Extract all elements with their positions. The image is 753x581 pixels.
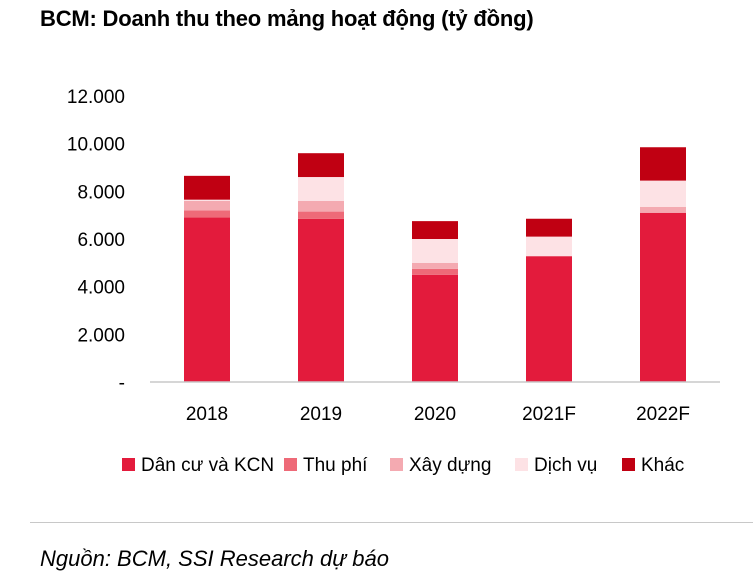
y-tick-label: - (119, 373, 125, 394)
bar-segment (298, 200, 344, 212)
x-tick-label: 2021F (522, 404, 576, 425)
x-tick-label: 2018 (186, 404, 228, 425)
legend-swatch (284, 458, 297, 471)
legend-label: Xây dựng (409, 455, 491, 476)
bar-segment (184, 199, 230, 201)
y-tick-label: 2.000 (77, 325, 125, 346)
bar-segment (298, 153, 344, 178)
bar-segment (412, 268, 458, 275)
bar-segment (412, 262, 458, 269)
bar-segment (640, 206, 686, 213)
y-axis: - 2.000 4.000 6.000 8.000 10.000 12.000 (67, 87, 125, 394)
bar-segment (298, 211, 344, 219)
legend-label: Dân cư và KCN (141, 455, 274, 476)
bar-segment (298, 177, 344, 201)
bar-segment (412, 239, 458, 263)
bar-segment (412, 274, 458, 382)
legend-swatch (390, 458, 403, 471)
bar-segment (526, 236, 572, 257)
y-tick-label: 12.000 (67, 87, 125, 108)
bar-segment (526, 256, 572, 382)
bars (184, 147, 686, 382)
source-note: Nguồn: BCM, SSI Research dự báo (40, 546, 390, 571)
chart-title: BCM: Doanh thu theo mảng hoạt động (tỷ đ… (40, 6, 534, 31)
legend: Dân cư và KCN Thu phí Xây dựng Dịch vụ Khác (122, 455, 684, 476)
bar-segment (184, 200, 230, 211)
x-tick-label: 2022F (636, 404, 690, 425)
legend-label: Khác (641, 455, 684, 476)
bar-segment (184, 217, 230, 382)
y-tick-label: 4.000 (77, 278, 125, 299)
x-tick-label: 2020 (414, 404, 456, 425)
legend-swatch (122, 458, 135, 471)
divider (30, 522, 753, 523)
legend-label: Thu phí (303, 455, 368, 476)
legend-swatch (515, 458, 528, 471)
y-tick-label: 10.000 (67, 135, 125, 156)
bar-segment (640, 147, 686, 181)
bar-segment (640, 180, 686, 207)
bar-segment (412, 221, 458, 239)
y-tick-label: 6.000 (77, 230, 125, 251)
bar-segment (184, 210, 230, 218)
bar-segment (526, 218, 572, 237)
legend-label: Dịch vụ (534, 455, 597, 476)
legend-swatch (622, 458, 635, 471)
y-tick-label: 8.000 (77, 182, 125, 203)
bar-segment (184, 175, 230, 200)
bar-segment (298, 218, 344, 382)
bar-segment (640, 212, 686, 382)
x-axis-labels: 2018 2019 2020 2021F 2022F (186, 404, 690, 425)
x-tick-label: 2019 (300, 404, 342, 425)
